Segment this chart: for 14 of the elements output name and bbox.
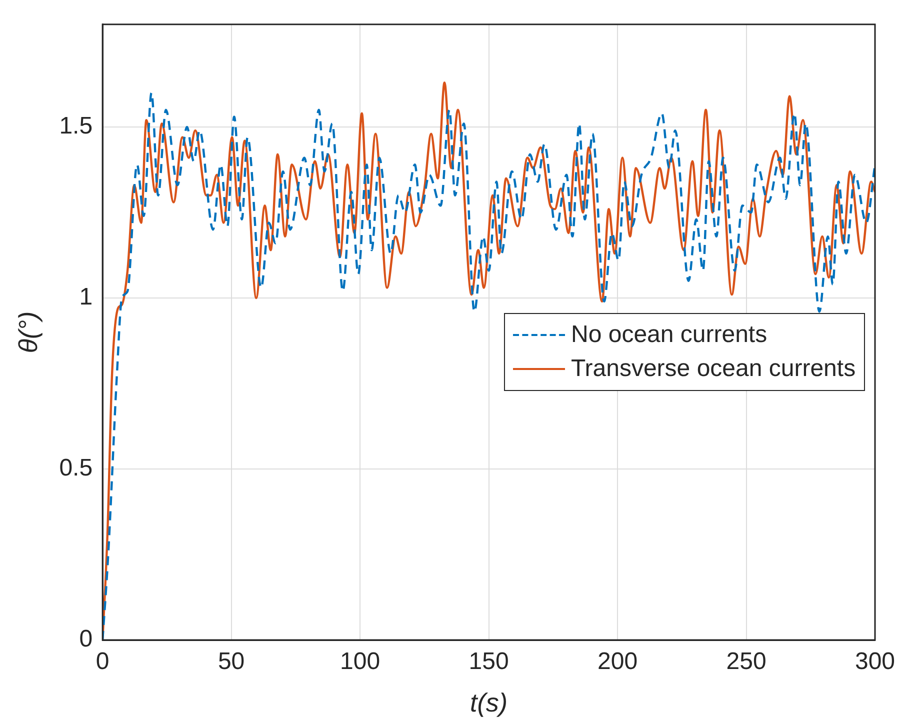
x-tick-label: 150 bbox=[468, 648, 509, 676]
x-tick-label: 100 bbox=[340, 648, 380, 676]
y-tick-label: 0 bbox=[79, 626, 93, 653]
legend-label: Transverse ocean currents bbox=[571, 355, 856, 384]
x-tick-label: 50 bbox=[218, 648, 245, 676]
y-tick-label: 1.5 bbox=[59, 112, 93, 140]
y-tick-label: 1 bbox=[79, 284, 93, 311]
x-tick-label: 300 bbox=[854, 648, 896, 676]
x-tick-label: 200 bbox=[598, 648, 638, 676]
y-tick-label: 0.5 bbox=[59, 454, 93, 482]
x-axis-title: t(s) bbox=[470, 688, 508, 718]
x-tick-label: 250 bbox=[726, 648, 766, 676]
y-axis-title: θ(°) bbox=[12, 311, 43, 354]
legend-label: No ocean currents bbox=[571, 321, 768, 350]
